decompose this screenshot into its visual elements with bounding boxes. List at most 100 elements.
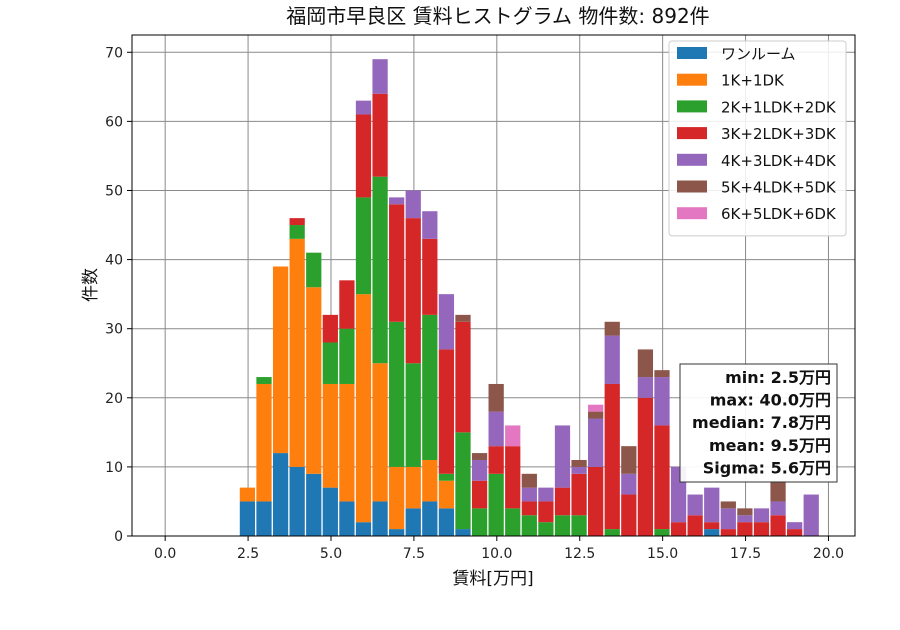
y-tick-label: 30 <box>105 322 123 338</box>
bar-segment <box>787 529 803 536</box>
x-tick-label: 7.5 <box>403 546 425 562</box>
bar-segment <box>770 501 786 516</box>
legend-label: 4K+3LDK+4DK <box>721 152 837 170</box>
bar-segment <box>339 280 355 329</box>
legend-label: 3K+2LDK+3DK <box>721 125 837 143</box>
x-tick-label: 12.5 <box>564 546 595 562</box>
bar-segment <box>588 418 604 467</box>
bar-segment <box>405 466 421 509</box>
bar-segment <box>737 522 753 536</box>
legend-swatch <box>677 207 707 220</box>
bar-segment <box>355 100 372 115</box>
y-axis-label: 件数 <box>81 268 101 302</box>
bar-segment <box>455 314 471 322</box>
bar-segment <box>488 446 504 474</box>
y-axis-ticks: 0 10 20 30 40 50 60 70 <box>105 45 132 545</box>
bar-segment <box>621 446 637 474</box>
bar-segment <box>604 321 620 336</box>
bar-segment <box>339 328 355 384</box>
legend: ワンルーム 1K+1DK 2K+1LDK+2DK 3K+2LDK+3DK 4K+3LDK… <box>668 40 847 237</box>
stats-line: mean: 9.5万円 <box>709 436 831 455</box>
y-tick-label: 20 <box>105 391 123 407</box>
bar-segment <box>339 383 355 502</box>
chart-title: 福岡市早良区 賃料ヒストグラム 物件数: 892件 <box>286 4 709 28</box>
bar-segment <box>505 446 521 509</box>
bar-segment <box>306 473 322 536</box>
bar-segment <box>422 459 438 502</box>
bar-segment <box>389 204 405 322</box>
bar-segment <box>588 404 604 412</box>
bar-segment <box>372 363 388 502</box>
legend-label: ワンルーム <box>721 45 796 63</box>
bar-segment <box>654 370 670 378</box>
y-tick-label: 0 <box>114 529 123 545</box>
bar-segment <box>737 515 753 523</box>
bar-segment <box>405 190 421 219</box>
bar-segment <box>554 515 571 536</box>
bar-segment <box>704 487 720 523</box>
bar-segment <box>554 425 571 488</box>
bar-segment <box>471 453 488 460</box>
bar-segment <box>422 211 438 239</box>
bar-segment <box>637 349 654 378</box>
bar-segment <box>720 508 736 530</box>
grid-lines <box>132 35 855 537</box>
bar-segment <box>554 487 571 516</box>
x-tick-label: 17.5 <box>730 546 761 562</box>
x-tick-label: 10.0 <box>481 546 512 562</box>
bar-segment <box>405 218 421 364</box>
bar-segment <box>538 501 554 523</box>
bar-segment <box>787 522 803 530</box>
bar-segment <box>637 397 654 536</box>
legend-swatch <box>677 73 707 86</box>
x-tick-label: 0.0 <box>154 546 176 562</box>
bar-segment <box>604 529 620 536</box>
bar-segment <box>239 501 256 536</box>
bar-segment <box>654 425 670 530</box>
bar-segment <box>471 480 488 509</box>
bar-segment <box>438 349 455 474</box>
bar-segment <box>753 522 770 536</box>
bar-segment <box>654 377 670 426</box>
bar-segment <box>704 529 720 536</box>
bar-segment <box>355 294 372 523</box>
x-tick-label: 2.5 <box>237 546 259 562</box>
legend-swatch <box>677 127 707 140</box>
bar-segment <box>322 314 338 343</box>
bar-segment <box>256 377 272 384</box>
bar-segment <box>355 522 372 536</box>
bar-segment <box>737 508 753 516</box>
bar-segment <box>438 480 455 509</box>
stats-line: min: 2.5万円 <box>725 368 831 387</box>
bar-segment <box>687 494 703 516</box>
bar-segment <box>422 238 438 315</box>
bar-segment <box>322 487 338 536</box>
legend-label: 2K+1LDK+2DK <box>721 98 837 116</box>
bar-segment <box>521 501 537 516</box>
stats-line: Sigma: 5.6万円 <box>703 458 831 477</box>
bar-segment <box>289 238 305 467</box>
bar-segment <box>505 508 521 536</box>
bar-segment <box>770 515 786 536</box>
bar-segment <box>720 501 736 509</box>
bars <box>239 59 819 536</box>
bar-segment <box>488 411 504 447</box>
bar-segment <box>438 473 455 481</box>
bar-segment <box>372 59 388 94</box>
bar-segment <box>405 508 421 536</box>
bar-segment <box>272 453 289 536</box>
bar-segment <box>422 501 438 536</box>
bar-segment <box>704 522 720 530</box>
bar-segment <box>604 383 620 530</box>
bar-segment <box>256 383 272 502</box>
bar-segment <box>239 487 256 502</box>
bar-segment <box>322 383 338 488</box>
bar-segment <box>571 459 587 467</box>
stats-line: max: 40.0万円 <box>710 391 831 410</box>
bar-segment <box>389 529 405 536</box>
y-tick-label: 60 <box>105 114 123 130</box>
legend-swatch <box>677 100 707 113</box>
bar-segment <box>372 93 388 177</box>
x-axis-ticks: 0.0 2.5 5.0 7.5 10.0 12.5 15.0 17.5 20.0 <box>154 536 844 562</box>
bar-segment <box>588 466 604 536</box>
